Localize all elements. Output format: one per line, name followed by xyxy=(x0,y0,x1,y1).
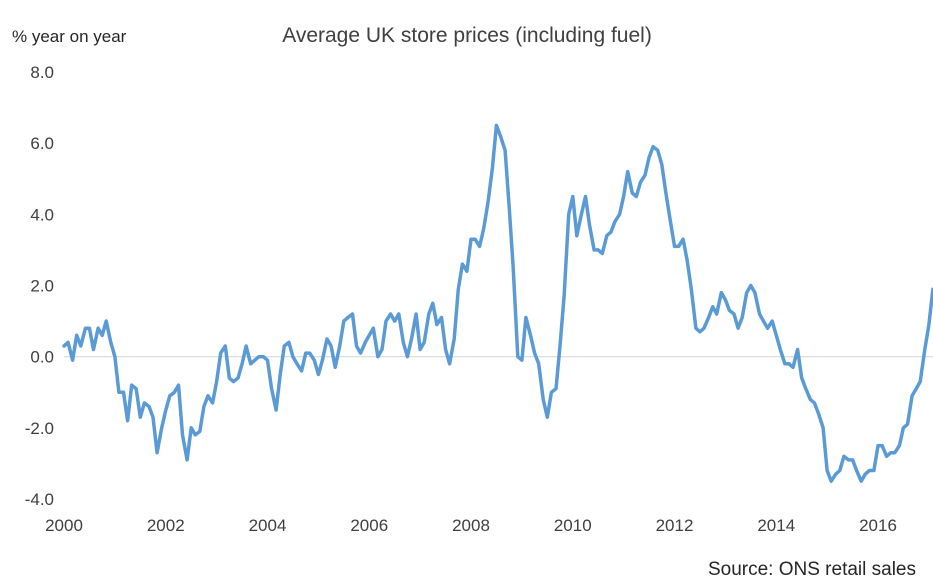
x-tick-label: 2002 xyxy=(147,516,185,535)
y-axis-ticks: 8.0 6.0 4.0 2.0 0.0 -2.0 -4.0 xyxy=(25,63,54,509)
y-tick-label: 6.0 xyxy=(30,134,54,153)
source-note: Source: ONS retail sales xyxy=(708,559,916,580)
x-tick-label: 2008 xyxy=(452,516,490,535)
series-line xyxy=(62,123,933,483)
y-tick-label: 4.0 xyxy=(30,205,54,224)
y-tick-label: -4.0 xyxy=(25,490,54,509)
x-axis-ticks: 2000 2002 2004 2006 2008 2010 2012 2014 2016 xyxy=(45,516,897,535)
y-tick-label: 0.0 xyxy=(30,348,54,367)
y-tick-label: 8.0 xyxy=(30,63,54,82)
y-axis-label: % year on year xyxy=(12,27,127,46)
x-tick-label: 2014 xyxy=(757,516,795,535)
x-tick-label: 2006 xyxy=(350,516,388,535)
x-tick-label: 2000 xyxy=(45,516,83,535)
x-tick-label: 2004 xyxy=(249,516,287,535)
x-tick-label: 2010 xyxy=(554,516,592,535)
x-tick-label: 2016 xyxy=(859,516,897,535)
y-tick-label: -2.0 xyxy=(25,419,54,438)
y-tick-label: 2.0 xyxy=(30,277,54,296)
chart-title: Average UK store prices (including fuel) xyxy=(282,24,652,47)
x-tick-label: 2012 xyxy=(656,516,694,535)
